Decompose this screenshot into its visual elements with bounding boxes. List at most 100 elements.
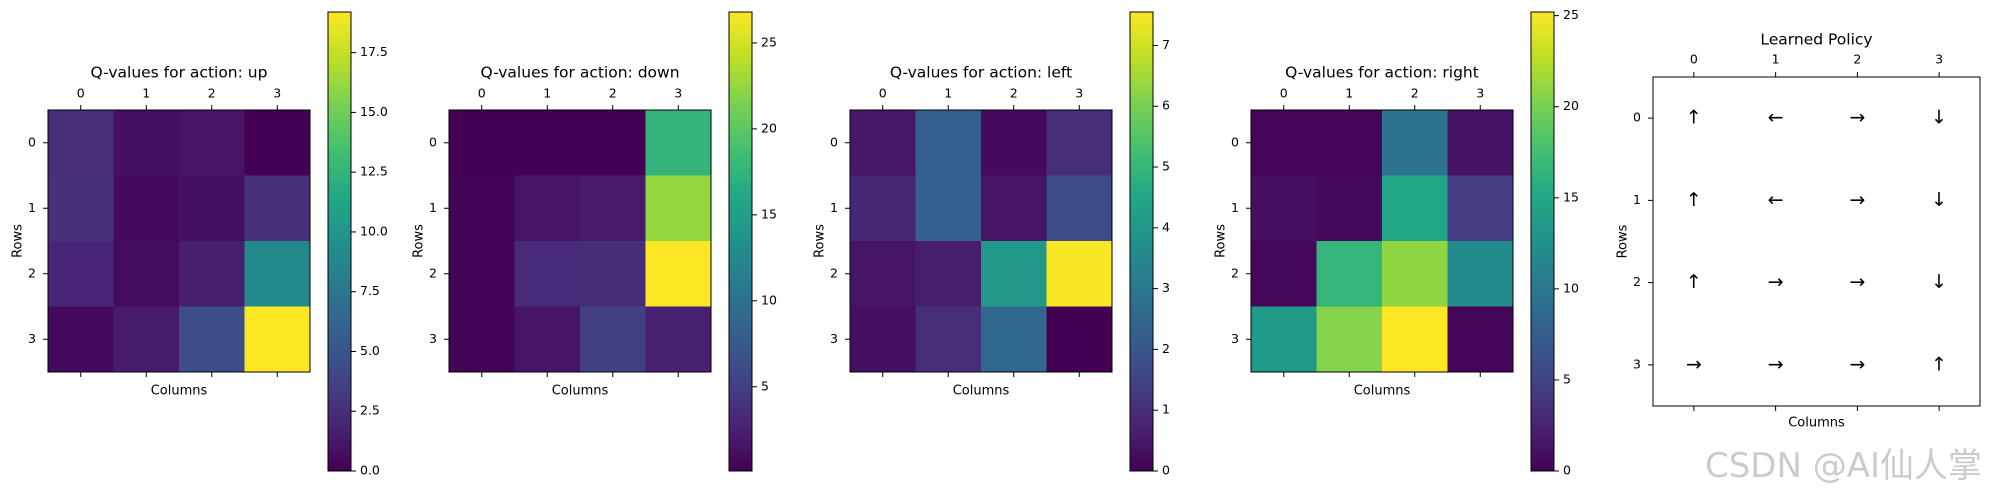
heatmap-cell [113, 175, 180, 242]
heatmap-cell [915, 175, 982, 242]
colorbar-tick-label: 5 [761, 378, 769, 393]
policy-arrow: → [1849, 189, 1865, 211]
colorbar [327, 11, 352, 472]
heatmap-cell [850, 306, 916, 373]
heatmap-cell [244, 175, 311, 242]
heatmap-cell [449, 306, 515, 373]
x-tick-label: 2 [1853, 52, 1861, 67]
colorbar-tick-label: 2 [1162, 341, 1170, 356]
x-tick-label: 3 [1935, 52, 1943, 67]
colorbar-tick-label: 7 [1162, 37, 1170, 52]
heatmap-cell [1251, 306, 1317, 373]
x-tick-label: 3 [674, 86, 682, 101]
x-tick-label: 3 [1476, 86, 1484, 101]
colorbar-tick-label: 25 [1563, 7, 1579, 22]
heatmap-cell [850, 241, 916, 307]
heatmap-cell [1316, 110, 1383, 176]
heatmap-cell [449, 241, 515, 307]
heatmap-cell [48, 110, 114, 176]
heatmap-cell [1382, 306, 1448, 373]
heatmap-cell [580, 241, 646, 307]
colorbar-tick-label: 20 [761, 120, 777, 135]
heatmap-cell [1382, 175, 1448, 242]
colorbar-tick-label: 3 [1162, 280, 1170, 295]
y-tick-label: 2 [28, 265, 36, 280]
heatmap-cell [915, 110, 982, 176]
y-tick-label: 2 [1633, 274, 1641, 289]
colorbar-tick-label: 15 [761, 206, 777, 221]
heatmap-cell [1316, 306, 1383, 373]
y-tick-label: 0 [830, 134, 838, 149]
heatmap-cell [981, 306, 1047, 373]
policy-arrow: ↑ [1686, 107, 1702, 129]
y-tick-label: 1 [429, 200, 437, 215]
heatmap-cell [48, 306, 114, 373]
colorbar-tick-label: 0.0 [360, 463, 380, 478]
y-axis-label: Rows [1214, 224, 1229, 258]
heatmap-title: Q-values for action: left [890, 64, 1072, 82]
heatmap-cell [580, 175, 646, 242]
policy-arrow: ↓ [1931, 107, 1947, 129]
y-axis-label: Rows [412, 224, 427, 258]
policy-arrow: ↓ [1931, 271, 1947, 293]
heatmap-cell [1382, 110, 1448, 176]
x-tick-label: 2 [208, 86, 216, 101]
x-axis-label: Columns [1788, 416, 1845, 431]
heatmap-cell [915, 241, 982, 307]
heatmap-cell [1251, 175, 1317, 242]
heatmap-frame [849, 109, 1113, 373]
y-tick-label: 1 [1231, 200, 1239, 215]
colorbar-tick-label: 0 [1563, 463, 1571, 478]
y-axis-label: Rows [813, 224, 828, 258]
y-tick-label: 3 [28, 331, 36, 346]
y-tick-label: 2 [1231, 265, 1239, 280]
heatmap-frame [47, 109, 311, 373]
colorbar-tick-label: 5 [1162, 159, 1170, 174]
policy-arrow: ↑ [1686, 271, 1702, 293]
x-tick-label: 0 [1280, 86, 1288, 101]
colorbar-tick-label: 25 [761, 34, 777, 49]
heatmap-cell [1447, 306, 1514, 373]
x-axis-label: Columns [552, 384, 609, 399]
y-tick-label: 2 [429, 265, 437, 280]
colorbar-tick-label: 12.5 [360, 164, 388, 179]
heatmap-cell [850, 110, 916, 176]
watermark: CSDN @AI仙人掌 [1704, 446, 1982, 486]
heatmap-cell [1046, 241, 1113, 307]
heatmap-cell [1447, 110, 1514, 176]
colorbar-tick-label: 20 [1563, 98, 1579, 113]
y-axis-label: Rows [11, 224, 26, 258]
heatmap-cell [1447, 175, 1514, 242]
colorbar-tick-label: 7.5 [360, 283, 380, 298]
colorbar-tick-label: 5 [1563, 371, 1571, 386]
x-tick-label: 1 [142, 86, 150, 101]
y-tick-label: 3 [830, 331, 838, 346]
heatmap-cell [514, 175, 581, 242]
heatmap-cell [449, 110, 515, 176]
heatmap-cell [850, 175, 916, 242]
policy-arrow: ↑ [1686, 189, 1702, 211]
x-tick-label: 3 [273, 86, 281, 101]
heatmap-cell [981, 175, 1047, 242]
heatmap-cell [449, 175, 515, 242]
y-tick-label: 1 [1633, 192, 1641, 207]
y-axis-label: Rows [1616, 224, 1631, 258]
heatmap-cell [981, 110, 1047, 176]
colorbar-tick-label: 10 [761, 292, 777, 307]
colorbar-tick-label: 6 [1162, 98, 1170, 113]
x-tick-label: 3 [1075, 86, 1083, 101]
colorbar-tick-label: 15.0 [360, 104, 388, 119]
colorbar-tick-label: 1 [1162, 402, 1170, 417]
heatmap-cell [1046, 110, 1113, 176]
y-tick-label: 0 [1231, 134, 1239, 149]
x-tick-label: 1 [543, 86, 551, 101]
heatmap-cell [1251, 241, 1317, 307]
heatmap-cell [244, 306, 311, 373]
heatmap-cell [179, 241, 245, 307]
policy-arrow: ← [1768, 107, 1784, 129]
colorbar-tick-label: 15 [1563, 189, 1579, 204]
x-axis-label: Columns [953, 384, 1010, 399]
heatmap-cell [48, 241, 114, 307]
x-tick-label: 1 [944, 86, 952, 101]
